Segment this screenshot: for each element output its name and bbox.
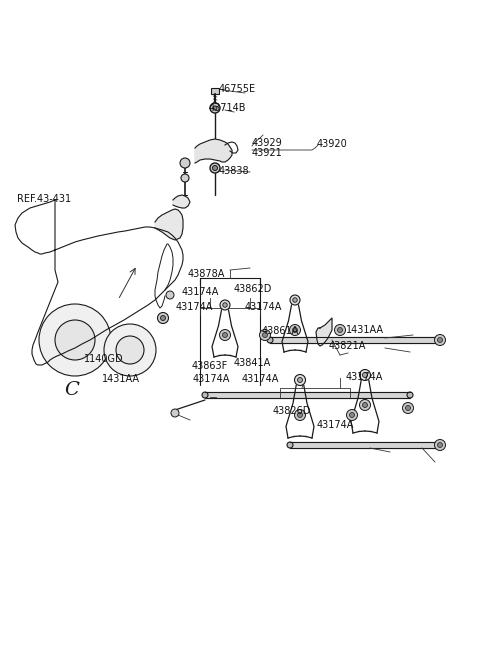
- Circle shape: [213, 106, 217, 110]
- Text: 43861A: 43861A: [262, 326, 299, 337]
- Text: 43174A: 43174A: [346, 372, 383, 382]
- Text: 43838: 43838: [218, 165, 249, 176]
- Ellipse shape: [55, 320, 95, 360]
- Polygon shape: [173, 195, 190, 208]
- Text: 43174A: 43174A: [181, 287, 219, 297]
- Circle shape: [157, 312, 168, 323]
- Text: 43714B: 43714B: [209, 103, 246, 113]
- Circle shape: [403, 403, 413, 413]
- Polygon shape: [211, 88, 219, 94]
- Circle shape: [434, 440, 445, 451]
- Circle shape: [293, 298, 297, 302]
- Ellipse shape: [287, 442, 293, 448]
- Ellipse shape: [267, 337, 273, 343]
- Circle shape: [360, 400, 371, 411]
- Circle shape: [171, 409, 179, 417]
- Text: 43878A: 43878A: [187, 269, 225, 279]
- Text: 1431AA: 1431AA: [346, 325, 384, 335]
- Circle shape: [219, 329, 230, 340]
- Circle shape: [180, 158, 190, 168]
- Circle shape: [335, 325, 346, 335]
- Circle shape: [290, 295, 300, 305]
- Text: 43174A: 43174A: [175, 302, 213, 312]
- Text: 43826D: 43826D: [273, 406, 311, 417]
- Text: 43920: 43920: [317, 139, 348, 150]
- Circle shape: [223, 333, 228, 337]
- Text: 1140GD: 1140GD: [84, 354, 124, 365]
- Text: 1431AA: 1431AA: [102, 374, 140, 384]
- Circle shape: [223, 303, 227, 307]
- Circle shape: [181, 174, 189, 182]
- Polygon shape: [195, 139, 232, 163]
- Circle shape: [295, 409, 305, 420]
- Circle shape: [260, 329, 271, 340]
- Text: 43921: 43921: [252, 148, 283, 158]
- Circle shape: [210, 163, 220, 173]
- Circle shape: [298, 413, 302, 417]
- Circle shape: [160, 316, 166, 321]
- Ellipse shape: [104, 324, 156, 376]
- Text: 43841A: 43841A: [234, 358, 271, 368]
- Circle shape: [166, 291, 174, 299]
- Circle shape: [349, 413, 355, 417]
- Ellipse shape: [407, 392, 413, 398]
- Circle shape: [220, 300, 230, 310]
- Text: 43821A: 43821A: [329, 341, 366, 352]
- Ellipse shape: [116, 336, 144, 364]
- Text: 43862D: 43862D: [234, 283, 272, 294]
- Text: REF.43-431: REF.43-431: [17, 194, 71, 204]
- Circle shape: [360, 369, 371, 380]
- Circle shape: [337, 327, 343, 333]
- Ellipse shape: [437, 442, 443, 448]
- Ellipse shape: [437, 337, 443, 343]
- Circle shape: [210, 103, 220, 113]
- Circle shape: [263, 333, 267, 337]
- Circle shape: [434, 335, 445, 346]
- Text: 43174A: 43174A: [317, 420, 354, 430]
- Text: 43174A: 43174A: [245, 302, 282, 312]
- Polygon shape: [316, 318, 332, 346]
- Circle shape: [437, 337, 443, 342]
- Ellipse shape: [39, 304, 111, 376]
- Text: 43929: 43929: [252, 138, 283, 148]
- Text: 43174A: 43174A: [193, 374, 230, 384]
- Circle shape: [362, 373, 368, 377]
- Text: 43863F: 43863F: [192, 361, 228, 371]
- Circle shape: [295, 375, 305, 386]
- Circle shape: [292, 327, 298, 333]
- Circle shape: [289, 325, 300, 335]
- Circle shape: [213, 165, 217, 171]
- Text: 43174A: 43174A: [241, 374, 279, 384]
- Circle shape: [437, 443, 443, 447]
- Circle shape: [362, 403, 368, 407]
- Ellipse shape: [202, 392, 208, 398]
- Polygon shape: [155, 209, 183, 240]
- Text: C: C: [65, 381, 79, 399]
- Circle shape: [298, 377, 302, 382]
- Circle shape: [406, 405, 410, 411]
- Text: 46755E: 46755E: [218, 83, 255, 94]
- Circle shape: [347, 409, 358, 420]
